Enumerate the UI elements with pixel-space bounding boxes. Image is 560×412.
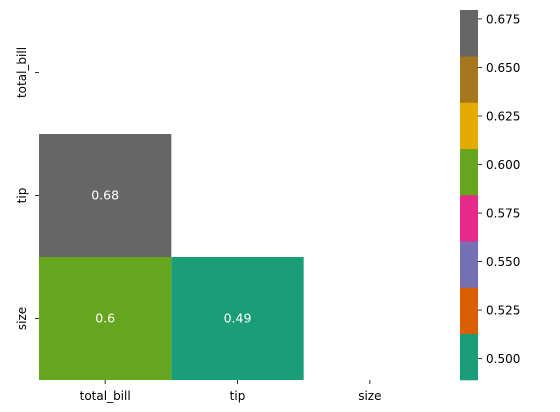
colorbar-tick-label: 0.600 [486,158,520,172]
colorbar-tick-label: 0.575 [486,207,520,221]
x-tick-label: total_bill [80,389,131,403]
x-tick-label: size [358,389,381,403]
cell-value-label: 0.6 [95,311,115,326]
colorbar-segment [460,241,478,288]
heatmap-cell [171,257,304,380]
heatmap-cells: 0.68 0.6 0.49 [39,134,304,380]
colorbar-segment [460,287,478,335]
colorbar-tick-label: 0.675 [486,12,520,26]
heatmap-cell [39,257,172,380]
colorbar-segment [460,148,478,196]
cell-value-label: 0.68 [91,188,119,203]
colorbar-segment [460,333,478,381]
colorbar: 0.500 0.525 0.550 0.575 0.600 0.625 0.650 0.675 [460,10,520,381]
heatmap-cell [39,134,172,257]
y-tick-label: size [15,307,29,330]
cell-value-label: 0.49 [224,311,252,326]
colorbar-tick-label: 0.550 [486,255,520,269]
colorbar-tick-label: 0.625 [486,109,520,123]
colorbar-tick-label: 0.500 [486,352,520,366]
y-tick-label: tip [15,188,29,204]
x-axis: total_bill tip size [80,380,381,403]
colorbar-segment [460,10,478,57]
colorbar-segment [460,195,478,242]
colorbar-segment [460,56,478,103]
colorbar-segment [460,102,478,150]
y-tick-label: total_bill [15,47,29,98]
colorbar-tick-label: 0.650 [486,61,520,75]
x-tick-label: tip [230,389,246,403]
colorbar-tick-label: 0.525 [486,304,520,318]
